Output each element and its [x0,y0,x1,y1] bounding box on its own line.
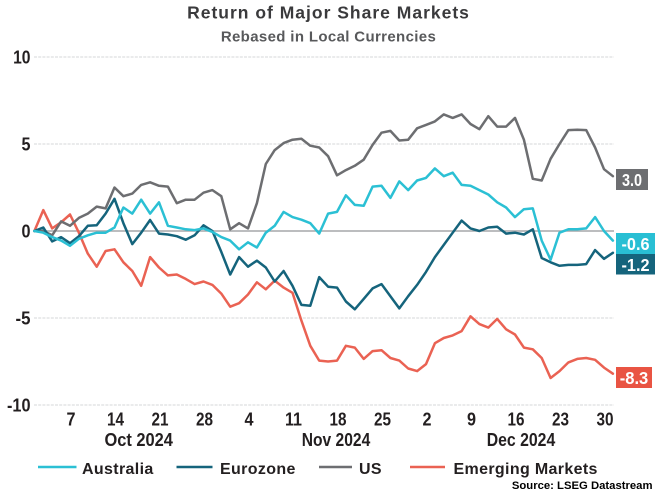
svg-text:Rebased in Local Currencies: Rebased in Local Currencies [221,29,436,46]
svg-text:Nov 2024: Nov 2024 [302,430,371,450]
svg-text:Return of Major Share Markets: Return of Major Share Markets [187,3,470,23]
svg-text:-0.6: -0.6 [622,234,650,254]
svg-text:-8.3: -8.3 [620,368,649,388]
svg-text:25: 25 [374,409,391,429]
svg-text:-1.2: -1.2 [622,255,650,275]
svg-text:US: US [359,461,382,478]
svg-text:-10: -10 [7,395,31,415]
svg-text:18: 18 [330,409,347,429]
svg-text:11: 11 [285,409,302,429]
svg-text:30: 30 [597,409,614,429]
svg-text:10: 10 [13,47,30,67]
svg-text:9: 9 [467,409,476,429]
svg-text:Dec 2024: Dec 2024 [487,430,556,450]
svg-text:7: 7 [67,409,76,429]
svg-text:Oct 2024: Oct 2024 [104,430,173,450]
svg-text:0: 0 [22,221,31,241]
svg-text:-5: -5 [16,308,31,328]
svg-text:16: 16 [508,409,525,429]
svg-text:Eurozone: Eurozone [220,461,296,478]
svg-text:4: 4 [245,409,254,429]
svg-text:Source: LSEG Datastream: Source: LSEG Datastream [512,480,653,492]
svg-text:3.0: 3.0 [622,170,642,190]
svg-text:Australia: Australia [82,461,154,478]
svg-text:5: 5 [22,134,31,154]
svg-text:28: 28 [196,409,213,429]
svg-text:Emerging Markets: Emerging Markets [454,461,598,478]
svg-text:14: 14 [107,409,124,429]
svg-text:23: 23 [552,409,569,429]
svg-text:2: 2 [423,409,432,429]
svg-text:21: 21 [152,409,169,429]
